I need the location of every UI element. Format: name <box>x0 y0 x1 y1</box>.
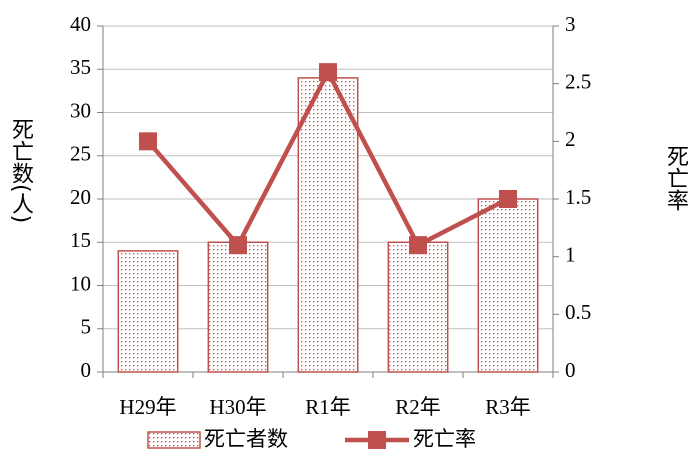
marker <box>499 190 517 208</box>
legend-label: 死亡率 <box>413 427 476 451</box>
x-tick-label: H29年 <box>119 395 176 419</box>
y-tick-label: 40 <box>70 12 91 36</box>
y2-tick-label: 0 <box>565 358 576 382</box>
y-tick-label: 15 <box>70 228 91 252</box>
bar <box>477 198 539 373</box>
y2-tick-label: 1 <box>565 242 576 266</box>
marker <box>319 63 337 82</box>
bar <box>387 241 449 373</box>
marker <box>139 132 157 151</box>
legend-swatch <box>368 431 386 449</box>
y2-tick-label: 2.5 <box>565 69 591 93</box>
y-axis-label: 死亡数(人) <box>8 118 34 223</box>
x-tick-label: R2年 <box>395 395 441 419</box>
y-tick-label: 20 <box>70 185 91 209</box>
x-tick-label: R1年 <box>305 395 351 419</box>
bar <box>207 241 269 373</box>
y-tick-label: 30 <box>70 98 91 122</box>
y-tick-label: 5 <box>81 315 92 339</box>
y2-tick-label: 3 <box>565 12 576 36</box>
y2-tick-label: 0.5 <box>565 300 591 324</box>
x-tick-label: R3年 <box>485 395 531 419</box>
y-tick-label: 25 <box>70 142 91 166</box>
y2-axis-label: 死亡率 <box>663 145 689 211</box>
legend-swatch <box>147 431 201 449</box>
x-tick-label: H30年 <box>209 395 266 419</box>
y-tick-label: 35 <box>70 55 91 79</box>
marker <box>229 236 247 255</box>
bar <box>117 250 179 373</box>
y2-tick-label: 2 <box>565 127 576 151</box>
y2-tick-label: 1.5 <box>565 185 591 209</box>
bar <box>297 77 359 373</box>
legend-label: 死亡者数 <box>204 427 288 451</box>
y-tick-label: 0 <box>81 358 92 382</box>
marker <box>409 236 427 255</box>
y-tick-label: 10 <box>70 271 91 295</box>
